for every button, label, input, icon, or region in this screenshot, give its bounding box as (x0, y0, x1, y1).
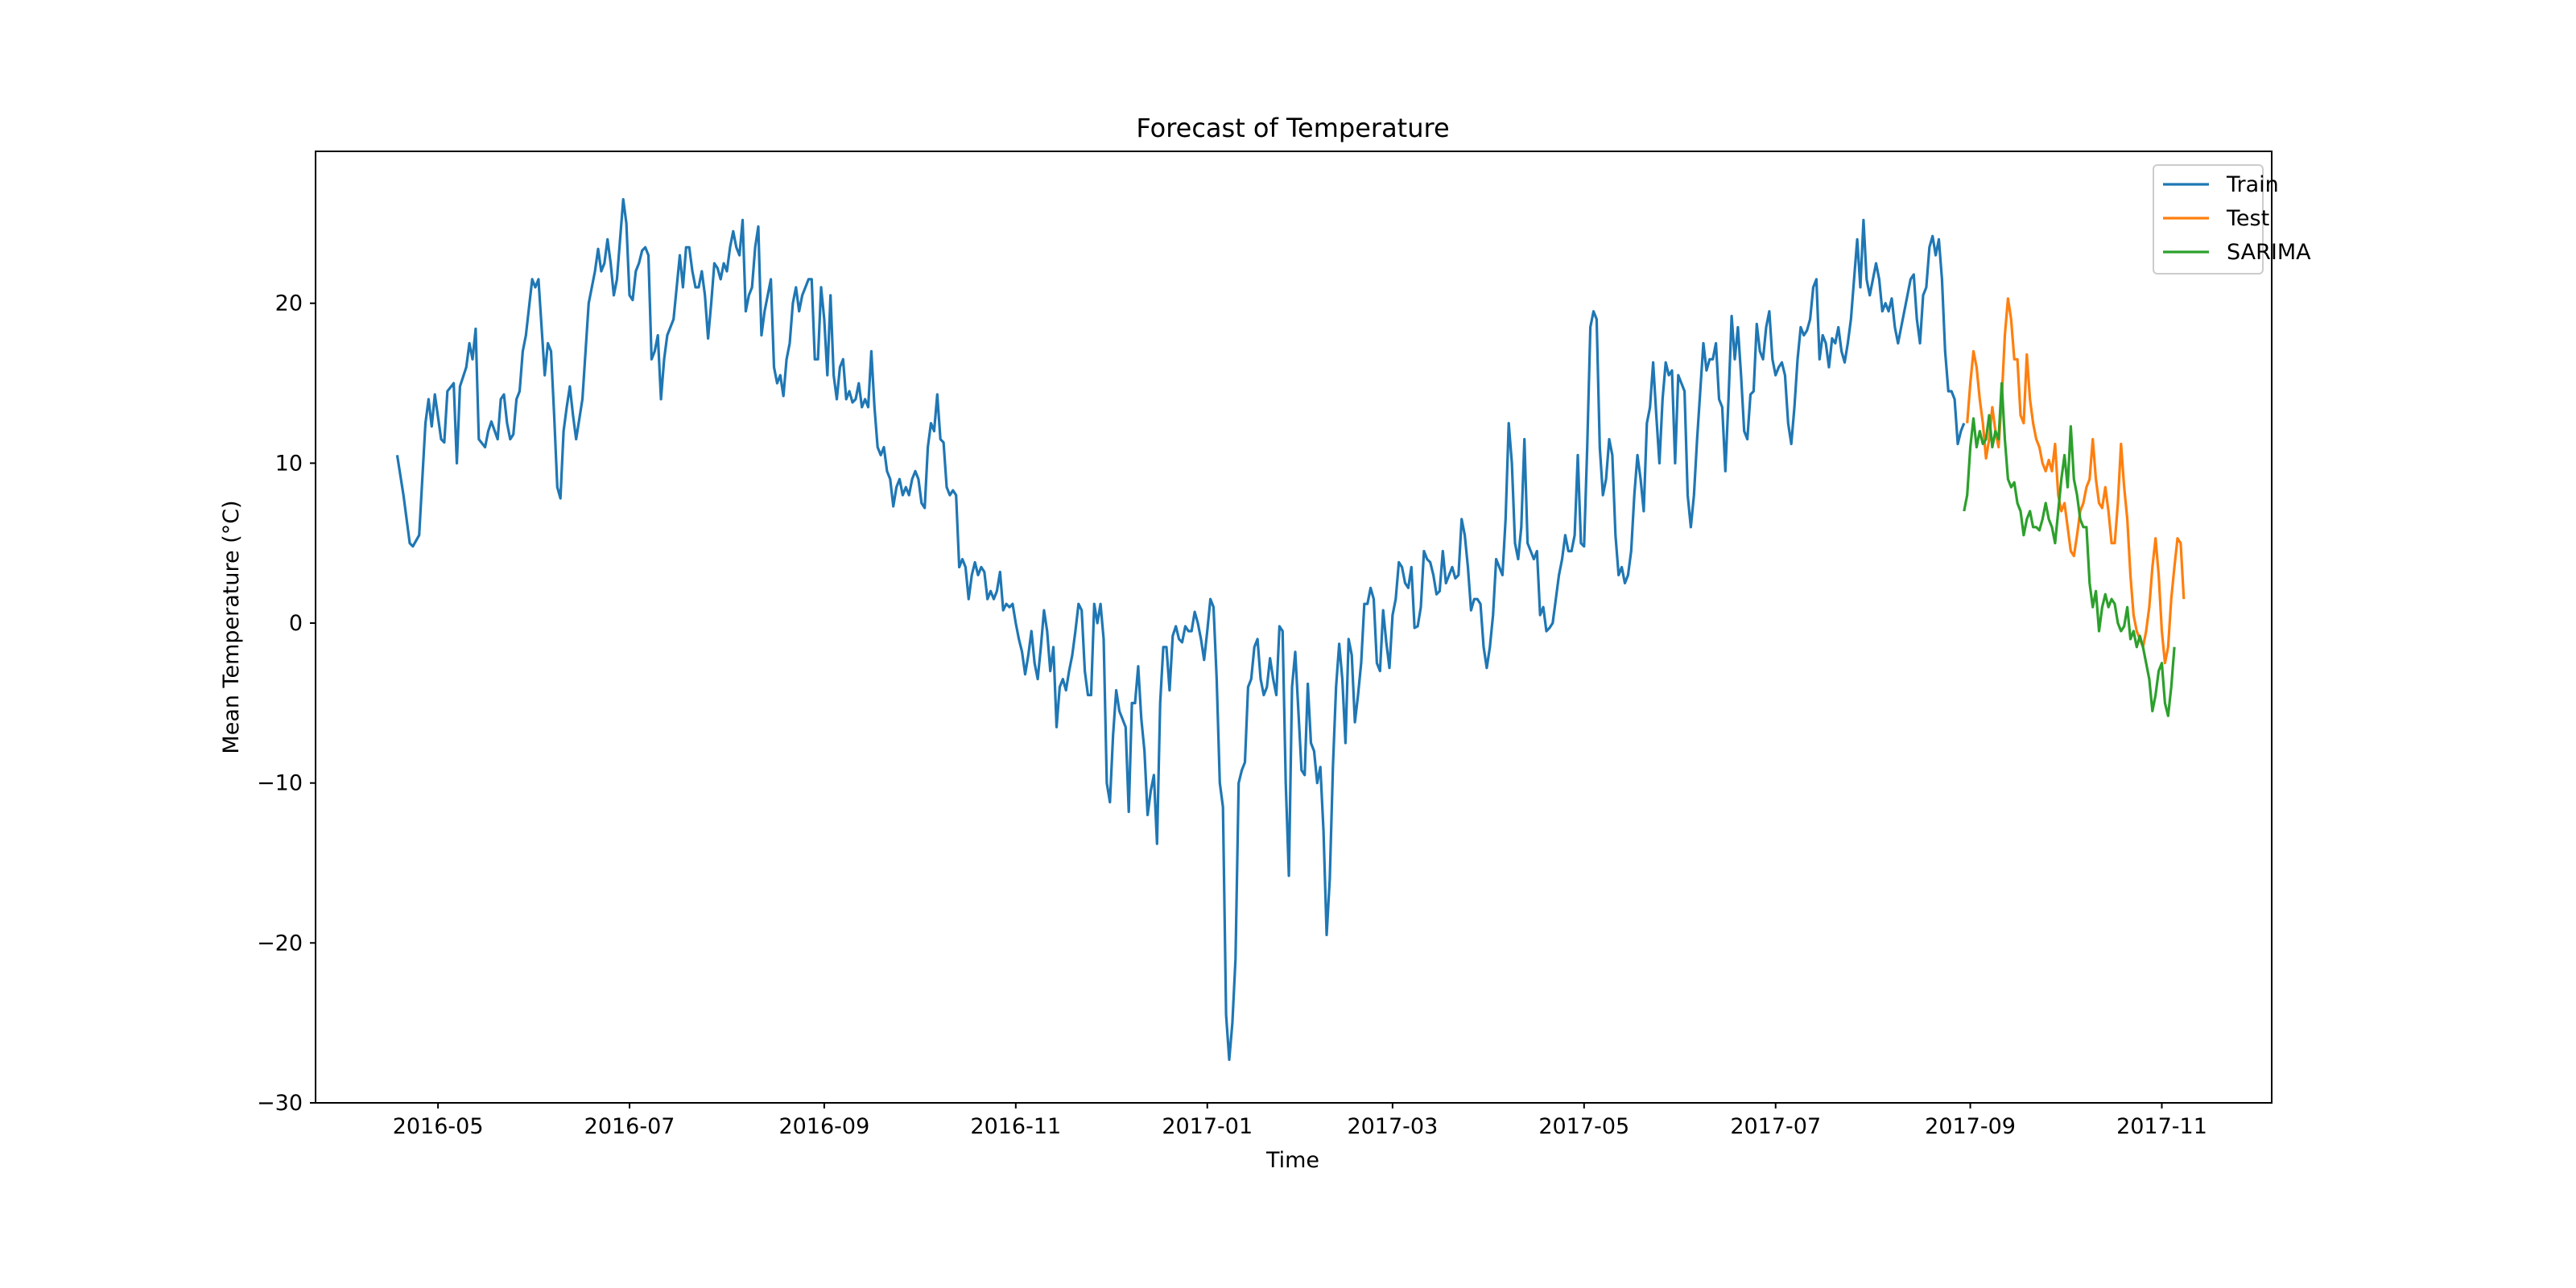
y-tick-label: −30 (257, 1091, 303, 1116)
y-axis: −30 −20 −10 0 10 20 (257, 291, 316, 1116)
legend-label-test: Test (2226, 206, 2269, 231)
plot-area (395, 198, 2186, 1061)
x-tick-label: 2016-11 (970, 1114, 1061, 1139)
x-tick-label: 2016-07 (584, 1114, 675, 1139)
chart-title: Forecast of Temperature (1136, 113, 1449, 143)
series-line-train (395, 198, 1966, 1061)
y-axis-label: Mean Temperature (°C) (219, 500, 244, 753)
x-tick-label: 2017-11 (2116, 1114, 2207, 1139)
x-tick-label: 2017-05 (1538, 1114, 1629, 1139)
y-tick-label: −10 (257, 771, 303, 796)
legend: Train Test SARIMA (2153, 164, 2311, 275)
x-tick-label: 2016-05 (393, 1114, 484, 1139)
y-tick-label: 10 (275, 451, 303, 476)
legend-label-sarima: SARIMA (2227, 240, 2311, 265)
x-axis-label: Time (1265, 1148, 1319, 1173)
series-line-sarima (1963, 382, 2176, 717)
x-tick-label: 2017-09 (1925, 1114, 2016, 1139)
x-tick-label: 2017-01 (1162, 1114, 1253, 1139)
legend-label-train: Train (2226, 172, 2279, 197)
x-tick-label: 2017-03 (1347, 1114, 1438, 1139)
plot-frame (315, 151, 2273, 1104)
x-tick-label: 2017-07 (1730, 1114, 1821, 1139)
y-tick-label: 20 (275, 291, 303, 316)
series-line-test (1966, 297, 2186, 665)
y-tick-label: −20 (257, 931, 303, 956)
x-tick-label: 2016-09 (778, 1114, 869, 1139)
x-axis: 2016-05 2016-07 2016-09 2016-11 2017-01 2017-… (393, 1103, 2207, 1139)
y-tick-label: 0 (289, 611, 303, 636)
